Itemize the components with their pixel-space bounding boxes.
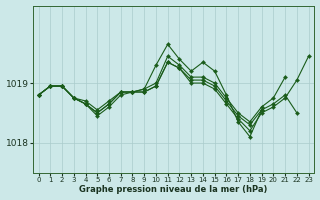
X-axis label: Graphe pression niveau de la mer (hPa): Graphe pression niveau de la mer (hPa)	[79, 185, 268, 194]
